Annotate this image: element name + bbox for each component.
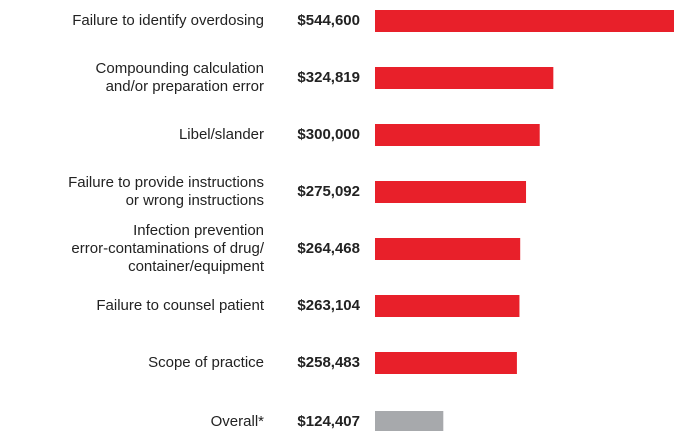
- bar: [375, 352, 517, 374]
- bar: [375, 181, 527, 203]
- category-label: Failure to identify overdosing: [72, 12, 264, 29]
- value-label: $324,819: [297, 69, 360, 86]
- category-label: Overall*: [211, 413, 265, 430]
- category-label: Infection prevention error-contaminations…: [71, 222, 264, 275]
- bar: [375, 238, 521, 260]
- category-label: Failure to provide instructions or wrong …: [68, 174, 264, 209]
- bar: [375, 124, 540, 146]
- category-label: Scope of practice: [148, 354, 264, 371]
- category-label: Compounding calculation and/or preparatio…: [96, 60, 264, 95]
- category-label: Libel/slander: [179, 126, 264, 143]
- bar: [375, 411, 444, 433]
- value-label: $258,483: [297, 354, 360, 371]
- value-label: $275,092: [297, 183, 360, 200]
- category-label: Failure to counsel patient: [96, 297, 264, 314]
- value-label: $263,104: [297, 297, 360, 314]
- value-label: $124,407: [297, 413, 360, 430]
- bar: [375, 67, 554, 89]
- value-label: $264,468: [297, 240, 360, 257]
- value-label: $300,000: [297, 126, 360, 143]
- bar: [375, 10, 674, 32]
- bar: [375, 295, 520, 317]
- value-label: $544,600: [297, 12, 360, 29]
